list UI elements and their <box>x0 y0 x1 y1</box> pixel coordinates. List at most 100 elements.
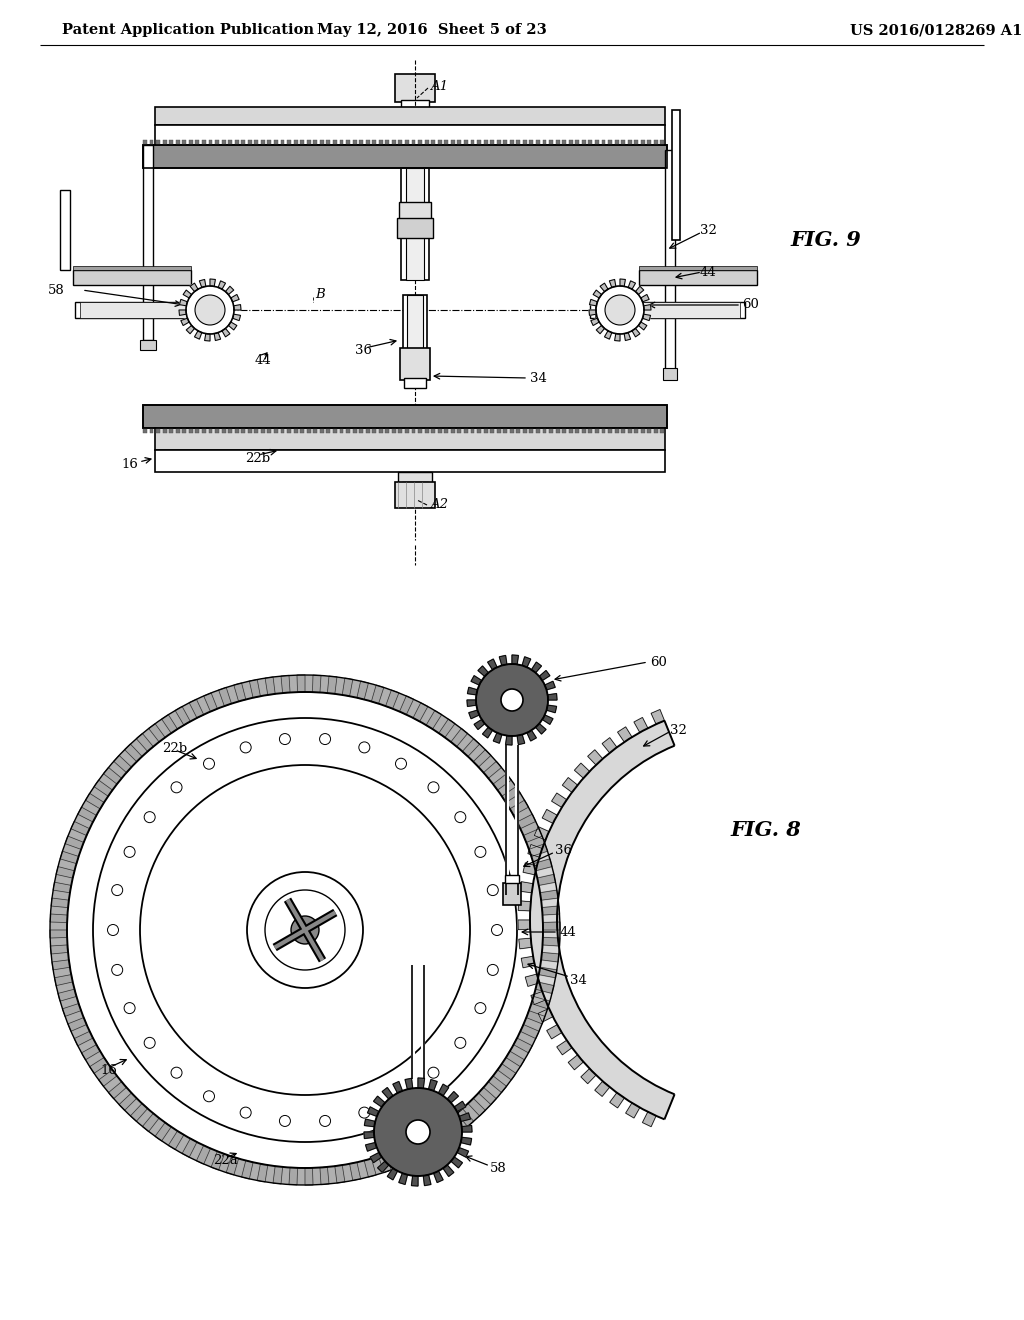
Circle shape <box>487 884 499 895</box>
Polygon shape <box>136 734 154 751</box>
Polygon shape <box>568 1055 584 1069</box>
Bar <box>248 140 252 145</box>
Polygon shape <box>538 1008 553 1022</box>
Polygon shape <box>297 675 305 692</box>
Bar <box>404 378 426 388</box>
Polygon shape <box>469 710 479 718</box>
Bar <box>497 428 501 433</box>
Circle shape <box>124 1003 135 1014</box>
Polygon shape <box>602 738 616 752</box>
Bar <box>529 140 534 145</box>
Bar <box>143 140 146 145</box>
Bar <box>529 428 534 433</box>
Polygon shape <box>386 690 399 709</box>
Polygon shape <box>512 655 518 664</box>
Polygon shape <box>620 279 626 286</box>
Polygon shape <box>632 329 640 337</box>
Text: A2: A2 <box>430 499 449 511</box>
Circle shape <box>395 1090 407 1102</box>
Polygon shape <box>426 710 441 729</box>
Polygon shape <box>428 1080 437 1090</box>
Polygon shape <box>540 890 558 900</box>
Polygon shape <box>547 1024 562 1039</box>
Polygon shape <box>636 286 644 294</box>
Polygon shape <box>382 1088 393 1100</box>
Bar <box>510 140 514 145</box>
Text: A1: A1 <box>430 79 449 92</box>
Bar <box>660 140 665 145</box>
Bar <box>307 428 310 433</box>
Bar <box>503 140 507 145</box>
Polygon shape <box>538 874 555 886</box>
Polygon shape <box>641 294 649 302</box>
Polygon shape <box>190 284 198 292</box>
Bar <box>73 271 191 285</box>
Bar <box>333 140 337 145</box>
Polygon shape <box>525 974 540 986</box>
Bar <box>202 428 206 433</box>
Bar <box>196 428 200 433</box>
Bar <box>340 140 343 145</box>
Bar <box>242 428 245 433</box>
Polygon shape <box>536 982 554 994</box>
Polygon shape <box>371 1152 382 1163</box>
Bar <box>614 428 618 433</box>
Polygon shape <box>228 322 237 330</box>
Circle shape <box>291 916 319 944</box>
Polygon shape <box>230 294 240 302</box>
Polygon shape <box>175 706 190 725</box>
Polygon shape <box>183 290 191 298</box>
Polygon shape <box>590 300 597 306</box>
Bar <box>647 140 651 145</box>
Polygon shape <box>510 800 528 816</box>
Polygon shape <box>312 675 321 693</box>
Polygon shape <box>487 659 497 669</box>
Text: May 12, 2016  Sheet 5 of 23: May 12, 2016 Sheet 5 of 23 <box>317 22 547 37</box>
Bar <box>215 140 219 145</box>
Circle shape <box>455 1038 466 1048</box>
Circle shape <box>241 742 251 752</box>
Polygon shape <box>257 1164 267 1181</box>
Polygon shape <box>119 1093 137 1110</box>
Bar <box>379 140 383 145</box>
Bar <box>228 428 232 433</box>
Text: 22b: 22b <box>245 451 270 465</box>
Polygon shape <box>518 900 530 911</box>
Bar <box>634 140 638 145</box>
Circle shape <box>124 846 135 858</box>
Bar <box>431 140 435 145</box>
Polygon shape <box>609 280 615 288</box>
Bar <box>654 140 657 145</box>
Polygon shape <box>214 333 220 341</box>
Bar <box>556 140 559 145</box>
Polygon shape <box>543 921 560 931</box>
Bar <box>182 428 186 433</box>
Polygon shape <box>399 1173 408 1184</box>
Circle shape <box>596 286 644 334</box>
Bar <box>163 428 167 433</box>
Text: 22b: 22b <box>162 742 187 755</box>
Bar <box>634 428 638 433</box>
Bar <box>379 428 383 433</box>
Bar <box>221 428 225 433</box>
Bar <box>209 140 212 145</box>
Bar <box>503 883 521 906</box>
Bar <box>352 140 356 145</box>
Polygon shape <box>58 989 77 1001</box>
Bar <box>536 140 540 145</box>
Polygon shape <box>197 1146 211 1164</box>
Bar <box>182 140 186 145</box>
Circle shape <box>204 758 214 770</box>
Circle shape <box>280 1115 291 1126</box>
Polygon shape <box>335 1166 345 1183</box>
Polygon shape <box>406 1078 413 1089</box>
Polygon shape <box>457 1147 469 1158</box>
Bar <box>300 140 304 145</box>
Text: 44: 44 <box>255 354 271 367</box>
Bar <box>562 140 566 145</box>
Bar <box>608 140 612 145</box>
Polygon shape <box>642 1111 656 1127</box>
Polygon shape <box>543 937 560 946</box>
Bar <box>608 428 612 433</box>
Bar <box>143 428 146 433</box>
